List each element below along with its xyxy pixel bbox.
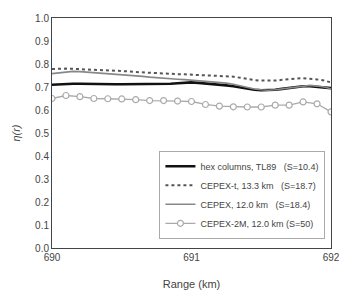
- svg-text:0.1: 0.1: [35, 220, 49, 231]
- svg-text:Range (km): Range (km): [163, 278, 220, 290]
- svg-text:hex columns, TL89 (S=10.4): hex columns, TL89 (S=10.4): [200, 162, 318, 172]
- svg-text:0.5: 0.5: [35, 128, 49, 139]
- svg-text:692: 692: [323, 252, 340, 263]
- svg-text:0.9: 0.9: [35, 36, 49, 47]
- svg-text:691: 691: [183, 252, 200, 263]
- svg-text:CEPEX-t, 13.3 km (S=18.7): CEPEX-t, 13.3 km (S=18.7): [200, 181, 315, 191]
- svg-text:η(r): η(r): [10, 124, 22, 141]
- svg-text:690: 690: [44, 252, 61, 263]
- svg-text:0.0: 0.0: [35, 243, 49, 254]
- svg-text:0.3: 0.3: [35, 174, 49, 185]
- svg-text:0.2: 0.2: [35, 197, 49, 208]
- svg-text:0.8: 0.8: [35, 59, 49, 70]
- svg-text:0.7: 0.7: [35, 82, 49, 93]
- svg-text:CEPEX-2M, 12.0 km (S=50): CEPEX-2M, 12.0 km (S=50): [200, 219, 313, 229]
- svg-text:CEPEX, 12.0 km (S=18.4): CEPEX, 12.0 km (S=18.4): [200, 200, 310, 210]
- svg-text:1.0: 1.0: [35, 13, 49, 24]
- svg-text:0.6: 0.6: [35, 105, 49, 116]
- svg-text:0.4: 0.4: [35, 151, 49, 162]
